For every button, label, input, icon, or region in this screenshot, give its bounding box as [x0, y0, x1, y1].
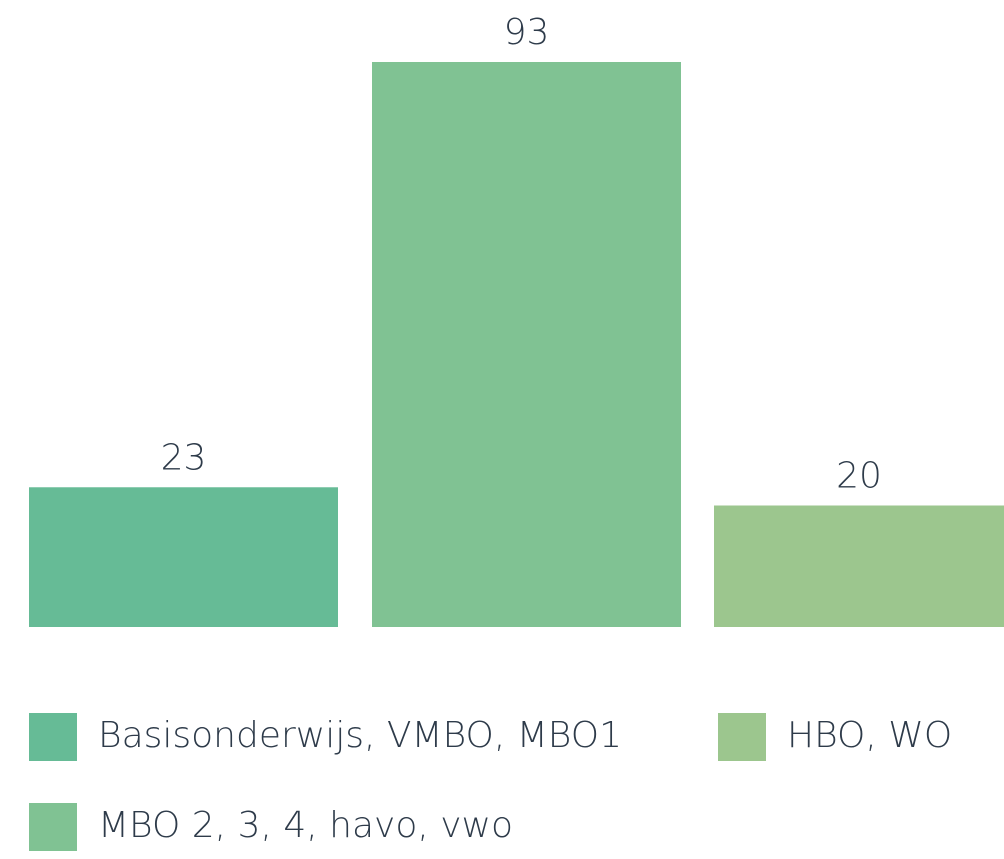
value-label: 20 [836, 455, 882, 496]
legend-label: Basisonderwijs, VMBO, MBO1 [98, 715, 622, 756]
bar [29, 487, 338, 627]
legend-swatch [29, 803, 77, 851]
legend-swatch [718, 713, 766, 761]
legend-label: MBO 2, 3, 4, havo, vwo [98, 805, 513, 846]
value-label: 23 [161, 437, 207, 478]
bar [714, 505, 1004, 627]
legend-label: HBO, WO [787, 715, 952, 756]
legend-swatch [29, 713, 77, 761]
bar [372, 62, 681, 627]
value-label: 93 [504, 12, 550, 53]
